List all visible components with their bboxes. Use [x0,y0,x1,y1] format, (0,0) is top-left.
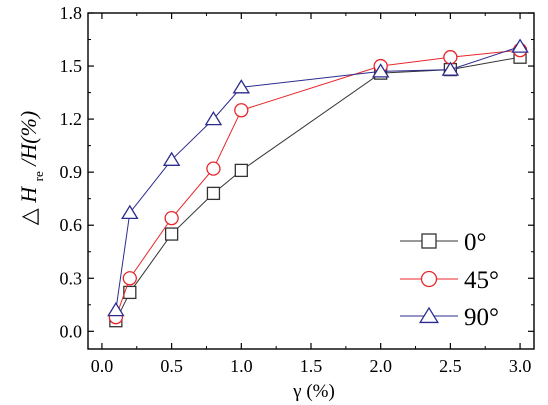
legend-label: 90° [464,304,499,331]
data-point-circle [206,161,221,176]
legend-item: 0° [400,229,487,256]
legend: 0° 45° 90° [400,229,499,331]
y-tick-label: 0.3 [60,268,83,288]
data-point-triangle [232,79,251,94]
data-point-square [164,227,179,241]
data-point-square [234,163,248,178]
data-point-triangle [121,204,139,220]
x-tick-label: 3.0 [509,356,532,376]
series-line [115,56,521,321]
y-axis-label-delta: △ [16,208,41,225]
legend-marker-triangle [418,306,440,324]
x-tick-label: 1.5 [300,356,323,376]
x-tick-label: 0.0 [91,356,114,376]
legend-marker-circle [420,270,438,288]
y-axis-label-rest: /H(%) [16,111,41,168]
y-axis: 0.0 0.3 0.6 0.9 1.2 1.5 1.8 [60,3,534,341]
legend-item: 90° [400,304,499,331]
y-tick-label: 0.9 [60,162,83,182]
data-point-square [206,186,221,201]
data-point-square [123,285,137,300]
x-axis-label: γ (%) [292,381,335,402]
y-tick-label: 0.0 [60,321,83,341]
data-point-triangle [511,38,529,53]
series-triangle [107,38,529,317]
legend-label: 45° [464,267,499,294]
y-axis-label-h: H [16,186,41,204]
y-axis-label: △ H re /H(%) [16,111,48,225]
legend-item: 45° [400,267,499,294]
data-point-triangle [107,301,125,317]
x-tick-label: 2.5 [439,356,462,376]
y-tick-label: 0.6 [60,215,83,235]
legend-label: 0° [464,229,487,256]
data-point-triangle [204,110,223,126]
series-layer [107,38,529,328]
data-point-circle [122,271,137,286]
data-point-triangle [162,151,181,166]
legend-marker-square [421,233,437,249]
data-point-circle [234,103,249,118]
y-tick-label: 1.2 [60,109,83,129]
y-axis-label-sub: re [31,171,46,181]
series-line [115,49,521,318]
data-point-triangle [441,61,460,76]
x-tick-label: 0.5 [160,356,183,376]
x-tick-label: 1.0 [230,356,253,376]
data-point-triangle [371,63,390,78]
x-tick-label: 2.0 [369,356,392,376]
x-axis: 0.0 0.5 1.0 1.5 2.0 2.5 3.0 [91,13,532,376]
series-line [115,46,521,311]
y-tick-label: 1.8 [60,3,83,23]
y-tick-label: 1.5 [60,56,83,76]
data-point-circle [164,210,179,226]
